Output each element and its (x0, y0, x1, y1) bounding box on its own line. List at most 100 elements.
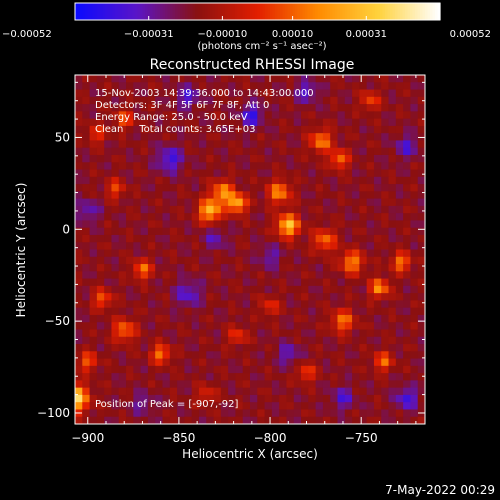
heatmap-cell (147, 322, 156, 330)
heatmap-cell (104, 314, 112, 323)
heatmap-cell (191, 409, 200, 418)
heatmap-cell (162, 227, 171, 236)
heatmap-cell (235, 227, 244, 236)
heatmap-cell (104, 365, 112, 374)
heatmap-cell (322, 140, 331, 149)
heatmap-cell (359, 373, 368, 381)
heatmap-cell (315, 358, 324, 367)
heatmap-cell (337, 133, 346, 141)
heatmap-cell (344, 394, 353, 403)
heatmap-cell (75, 147, 83, 156)
heatmap-cell (366, 198, 375, 207)
heatmap-cell (140, 154, 149, 163)
heatmap-cell (198, 358, 207, 367)
heatmap-cell (264, 82, 273, 90)
heatmap-cell (286, 169, 295, 178)
heatmap-cell (279, 271, 287, 279)
heatmap-cell (286, 344, 295, 352)
heatmap-cell (206, 147, 214, 156)
heatmap-cell (373, 154, 382, 163)
heatmap-cell (228, 351, 236, 359)
heatmap-cell (235, 111, 244, 120)
heatmap-cell (264, 75, 273, 83)
heatmap-cell (403, 169, 411, 178)
heatmap-cell (89, 322, 98, 330)
heatmap-cell (359, 147, 368, 156)
heatmap-cell (75, 358, 83, 367)
x-axis-label: Heliocentric X (arcsec) (182, 447, 318, 461)
heatmap-cell (242, 256, 251, 265)
heatmap-cell (111, 169, 120, 178)
heatmap-cell (162, 184, 171, 192)
heatmap-cell (250, 351, 258, 359)
heatmap-cell (337, 409, 346, 418)
heatmap-cell (155, 278, 163, 287)
heatmap-cell (235, 351, 244, 359)
heatmap-cell (359, 278, 368, 287)
heatmap-cell (140, 125, 149, 134)
heatmap-cell (162, 198, 171, 207)
heatmap-cell (286, 96, 295, 105)
heatmap-cell (286, 249, 295, 258)
heatmap-cell (250, 293, 258, 301)
heatmap-cell (198, 154, 207, 163)
heatmap-cell (410, 314, 419, 323)
heatmap-cell (220, 329, 229, 338)
heatmap-cell (308, 394, 317, 403)
heatmap-cell (126, 75, 134, 83)
heatmap-cell (177, 307, 185, 316)
heatmap-cell (177, 322, 185, 330)
heatmap-cell (395, 242, 404, 250)
heatmap-cell (184, 89, 193, 98)
heatmap-cell (89, 416, 98, 424)
heatmap-cell (381, 351, 389, 359)
heatmap-cell (96, 82, 105, 90)
heatmap-cell (373, 264, 382, 272)
heatmap-cell (89, 133, 98, 141)
heatmap-cell (308, 322, 317, 330)
heatmap-cell (191, 176, 200, 185)
heatmap-cell (104, 89, 112, 98)
heatmap-cell (286, 89, 295, 98)
heatmap-cell (118, 82, 127, 90)
heatmap-cell (337, 147, 346, 156)
heatmap-cell (366, 75, 375, 83)
heatmap-cell (301, 336, 309, 345)
heatmap-cell (169, 373, 178, 381)
heatmap-cell (352, 140, 360, 149)
heatmap-cell (126, 184, 134, 192)
heatmap-cell (257, 75, 265, 83)
heatmap-cell (220, 111, 229, 120)
heatmap-cell (126, 264, 134, 272)
heatmap-cell (235, 191, 244, 199)
heatmap-cell (344, 96, 353, 105)
heatmap-cell (235, 256, 244, 265)
heatmap-cell (75, 293, 83, 301)
heatmap-cell (250, 205, 258, 214)
heatmap-cell (228, 89, 236, 98)
heatmap-cell (293, 154, 302, 163)
heatmap-cell (264, 402, 273, 410)
heatmap-cell (147, 256, 156, 265)
heatmap-cell (96, 293, 105, 301)
heatmap-cell (206, 249, 214, 258)
heatmap-cell (271, 387, 280, 396)
heatmap-cell (206, 336, 214, 345)
heatmap-cell (373, 307, 382, 316)
heatmap-cell (279, 249, 287, 258)
heatmap-cell (242, 82, 251, 90)
heatmap-cell (198, 198, 207, 207)
heatmap-cell (213, 365, 222, 374)
heatmap-cell (140, 271, 149, 279)
heatmap-cell (293, 220, 302, 229)
heatmap-cell (118, 271, 127, 279)
heatmap-cell (359, 227, 368, 236)
heatmap-cell (133, 82, 142, 90)
heatmap-cell (271, 365, 280, 374)
heatmap-cell (322, 409, 331, 418)
heatmap-cell (89, 351, 98, 359)
heatmap-cell (140, 82, 149, 90)
heatmap-cell (417, 344, 425, 352)
heatmap-cell (206, 220, 214, 229)
heatmap-cell (126, 133, 134, 141)
